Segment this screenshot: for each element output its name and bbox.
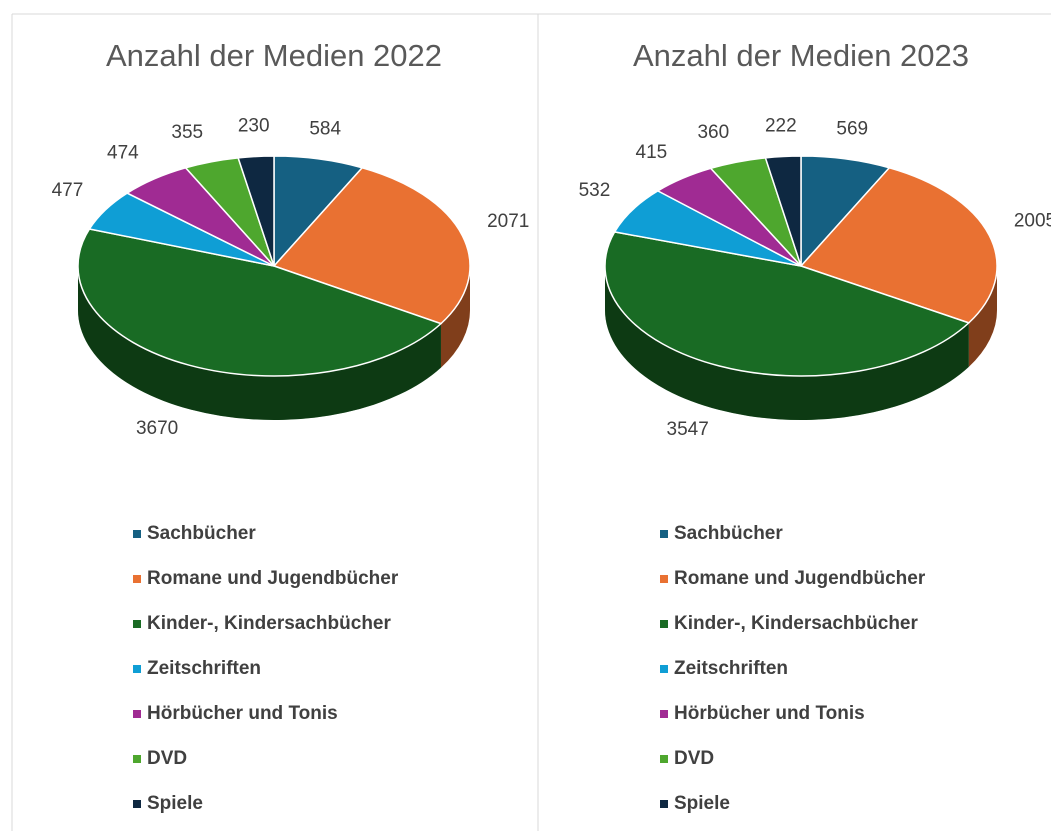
legend-swatch — [660, 575, 668, 583]
legend-swatch — [133, 800, 141, 808]
slice-side-shade — [440, 266, 470, 368]
data-label: 584 — [309, 119, 341, 140]
data-label: 415 — [636, 142, 668, 163]
data-label: 569 — [836, 119, 868, 140]
data-label: 477 — [52, 180, 84, 201]
data-label: 3670 — [136, 418, 178, 439]
legend-label: DVD — [674, 748, 714, 769]
legend-swatch — [133, 620, 141, 628]
data-label: 230 — [238, 116, 270, 137]
legend-label: Zeitschriften — [147, 658, 261, 679]
slice — [764, 155, 802, 267]
legend-label: Kinder-, Kindersachbücher — [147, 613, 391, 634]
legend-swatch — [133, 710, 141, 718]
data-label: 3547 — [667, 419, 709, 440]
data-label: 2005 — [1014, 211, 1051, 232]
slice — [799, 166, 998, 324]
legend-swatch — [660, 710, 668, 718]
slice-side-shade — [605, 266, 969, 421]
legend-swatch — [660, 800, 668, 808]
legend-label: Zeitschriften — [674, 658, 788, 679]
legend-label: Spiele — [674, 793, 730, 814]
chart-title: Anzahl der Medien 2023 — [633, 38, 969, 73]
legend-swatch — [133, 530, 141, 538]
legend-swatch — [133, 665, 141, 673]
legend-label: DVD — [147, 748, 187, 769]
legend-swatch — [660, 530, 668, 538]
slice — [77, 228, 443, 377]
chart-title: Anzahl der Medien 2022 — [106, 38, 442, 73]
slice — [272, 166, 471, 325]
legend-swatch — [133, 575, 141, 583]
slice-side-shade — [78, 266, 441, 420]
legend-label: Sachbücher — [674, 523, 783, 544]
legend-label: Spiele — [147, 793, 203, 814]
legend-label: Romane und Jugendbücher — [147, 568, 399, 589]
legend-label: Hörbücher und Tonis — [147, 703, 338, 724]
data-label: 355 — [171, 122, 203, 143]
slice-side — [78, 266, 441, 420]
legend-swatch — [660, 620, 668, 628]
legend-swatch — [133, 755, 141, 763]
data-label: 532 — [579, 180, 611, 201]
data-label: 360 — [697, 122, 729, 143]
legend-label: Sachbücher — [147, 523, 256, 544]
legend-label: Kinder-, Kindersachbücher — [674, 613, 918, 634]
data-label: 2071 — [487, 211, 529, 232]
legend-swatch — [660, 755, 668, 763]
legend-label: Romane und Jugendbücher — [674, 568, 926, 589]
data-label: 222 — [765, 116, 797, 137]
slice-side-shade — [968, 266, 997, 367]
slice-side — [440, 266, 470, 368]
slice-side — [605, 266, 969, 421]
slice — [604, 231, 971, 377]
legend-label: Hörbücher und Tonis — [674, 703, 865, 724]
legend-swatch — [660, 665, 668, 673]
slice — [237, 155, 275, 267]
data-label: 474 — [107, 142, 139, 163]
slice-side — [968, 266, 997, 367]
